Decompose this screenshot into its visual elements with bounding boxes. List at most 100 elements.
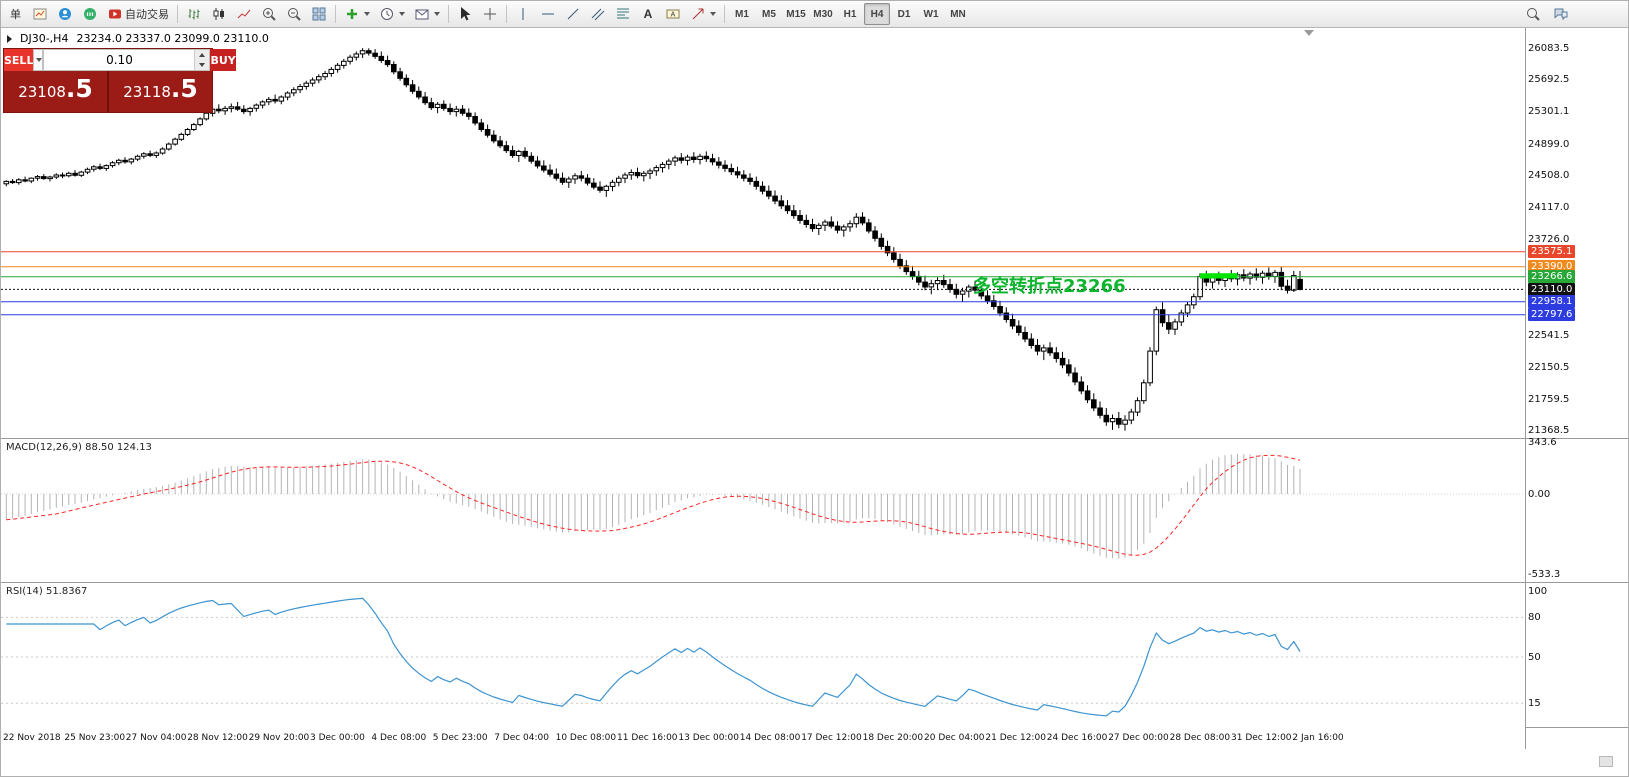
price-level-label: 23575.1 xyxy=(1528,245,1576,259)
axis-tick-label: 22541.5 xyxy=(1528,330,1570,342)
templates-icon xyxy=(415,9,429,20)
time-axis-label: 20 Dec 04:00 xyxy=(924,733,985,743)
axis-tick-label: 24899.0 xyxy=(1528,138,1570,150)
fibonacci-icon xyxy=(617,8,629,19)
cursor-icon xyxy=(461,7,471,21)
cursor-button[interactable] xyxy=(453,3,477,25)
time-axis-label: 17 Dec 12:00 xyxy=(801,733,862,743)
volume-down-button[interactable] xyxy=(195,60,210,70)
buy-button[interactable]: BUY xyxy=(210,49,236,71)
chat-button[interactable] xyxy=(1549,3,1573,25)
chart-shift-marker[interactable] xyxy=(1304,30,1314,36)
sell-price-main: 23108 xyxy=(18,83,66,101)
axis-tick-label: 24117.0 xyxy=(1528,202,1570,214)
timeframe-m5-button[interactable]: M5 xyxy=(756,3,782,25)
sell-button[interactable]: SELL xyxy=(4,49,34,71)
time-axis-label: 27 Dec 00:00 xyxy=(1108,733,1169,743)
time-axis-label: 13 Dec 00:00 xyxy=(678,733,739,743)
trade-panel-controls: SELL BUY xyxy=(4,49,236,71)
indicators-button[interactable] xyxy=(340,3,374,25)
search-button[interactable] xyxy=(1521,3,1545,25)
zoom-out-icon xyxy=(288,8,301,21)
new-chart-button[interactable] xyxy=(28,3,52,25)
text-tool-button[interactable]: A xyxy=(636,3,660,25)
time-axis-label: 22 Nov 2018 xyxy=(3,733,61,743)
new-order-button[interactable]: 单 xyxy=(4,3,27,25)
timeframe-h4-button[interactable]: H4 xyxy=(864,3,890,25)
caret-down-icon xyxy=(434,12,440,16)
order-type-dropdown[interactable] xyxy=(33,49,44,71)
macd-pane-label: MACD(12,26,9) 88.50 124.13 xyxy=(6,442,152,453)
community-button[interactable] xyxy=(78,3,102,25)
profile-button[interactable] xyxy=(53,3,77,25)
timeframe-mn-button[interactable]: MN xyxy=(945,3,971,25)
indicators-plus-icon xyxy=(347,9,357,19)
autotrading-icon xyxy=(109,9,121,19)
line-chart-icon xyxy=(237,9,251,19)
candlestick-icon xyxy=(213,8,224,20)
line-chart-type-button[interactable] xyxy=(232,3,256,25)
sell-price[interactable]: 23108 .5 xyxy=(4,71,109,112)
time-axis-label: 10 Dec 08:00 xyxy=(555,733,617,743)
timeframe-m1-button[interactable]: M1 xyxy=(729,3,755,25)
zoom-in-button[interactable] xyxy=(257,3,281,25)
svg-text:A: A xyxy=(644,7,653,21)
zoom-out-button[interactable] xyxy=(282,3,306,25)
price-level-label: 23110.0 xyxy=(1528,282,1576,296)
vertical-line-tool-button[interactable] xyxy=(511,3,535,25)
bar-chart-type-button[interactable] xyxy=(182,3,206,25)
highlight-box[interactable] xyxy=(1200,273,1238,279)
pane-splitter-timeaxis[interactable] xyxy=(1,725,1628,729)
volume-stepper xyxy=(43,49,211,71)
pane-splitter-macd[interactable] xyxy=(1,436,1628,440)
crosshair-button[interactable] xyxy=(478,3,502,25)
time-axis-label: 28 Dec 08:00 xyxy=(1169,733,1231,743)
caret-down-icon xyxy=(199,63,206,67)
price-axis[interactable]: 26083.5 25692.5 25301.1 24899.0 24508.0 24117… xyxy=(1528,1,1628,749)
scroll-thumb[interactable] xyxy=(1599,756,1613,767)
buy-price[interactable]: 23118 .5 xyxy=(109,71,212,112)
time-axis-label: 7 Dec 04:00 xyxy=(494,733,549,743)
vertical-line-icon xyxy=(522,8,524,20)
search-icon xyxy=(1527,8,1540,21)
arrows-tool-button[interactable] xyxy=(686,3,720,25)
autotrading-label: 自动交易 xyxy=(125,9,169,21)
axis-tick-label: 343.6 xyxy=(1528,437,1557,448)
axis-tick-label: 23726.0 xyxy=(1528,233,1570,245)
channel-tool-button[interactable] xyxy=(586,3,610,25)
timeframe-h1-button[interactable]: H1 xyxy=(837,3,863,25)
timeframe-w1-button[interactable]: W1 xyxy=(918,3,944,25)
crosshair-icon xyxy=(484,8,496,20)
axis-tick-label: 50 xyxy=(1528,651,1541,663)
time-axis[interactable]: 22 Nov 2018 25 Nov 23:00 27 Nov 04:00 28 No… xyxy=(1,727,1525,749)
volume-input[interactable] xyxy=(44,50,195,70)
profile-icon xyxy=(59,8,71,20)
timeframe-d1-button[interactable]: D1 xyxy=(891,3,917,25)
time-axis-label: 29 Nov 20:00 xyxy=(248,733,310,743)
buy-price-main: 23118 xyxy=(123,83,171,101)
time-axis-label: 4 Dec 08:00 xyxy=(371,733,427,743)
bar-chart-icon xyxy=(188,9,200,20)
caret-up-icon xyxy=(199,53,206,57)
pane-separators xyxy=(1,28,1628,750)
candlestick-chart-type-button[interactable] xyxy=(207,3,231,25)
timeframe-m30-button[interactable]: M30 xyxy=(810,3,836,25)
templates-button[interactable] xyxy=(410,3,444,25)
axis-tick-label: 21759.5 xyxy=(1528,393,1570,405)
pane-splitter-rsi[interactable] xyxy=(1,580,1628,584)
caret-down-icon xyxy=(399,12,405,16)
new-chart-icon xyxy=(33,8,47,20)
autotrading-button[interactable]: 自动交易 xyxy=(103,3,173,25)
tile-windows-button[interactable] xyxy=(307,3,331,25)
trendline-tool-button[interactable] xyxy=(561,3,585,25)
bottom-strip xyxy=(1,749,1628,776)
volume-up-button[interactable] xyxy=(195,50,210,60)
fibonacci-tool-button[interactable] xyxy=(611,3,635,25)
horizontal-line-tool-button[interactable] xyxy=(536,3,560,25)
periods-button[interactable] xyxy=(375,3,409,25)
label-tool-button[interactable]: A xyxy=(661,3,685,25)
timeframe-m15-button[interactable]: M15 xyxy=(783,3,809,25)
axis-tick-label: 0.00 xyxy=(1528,488,1551,500)
